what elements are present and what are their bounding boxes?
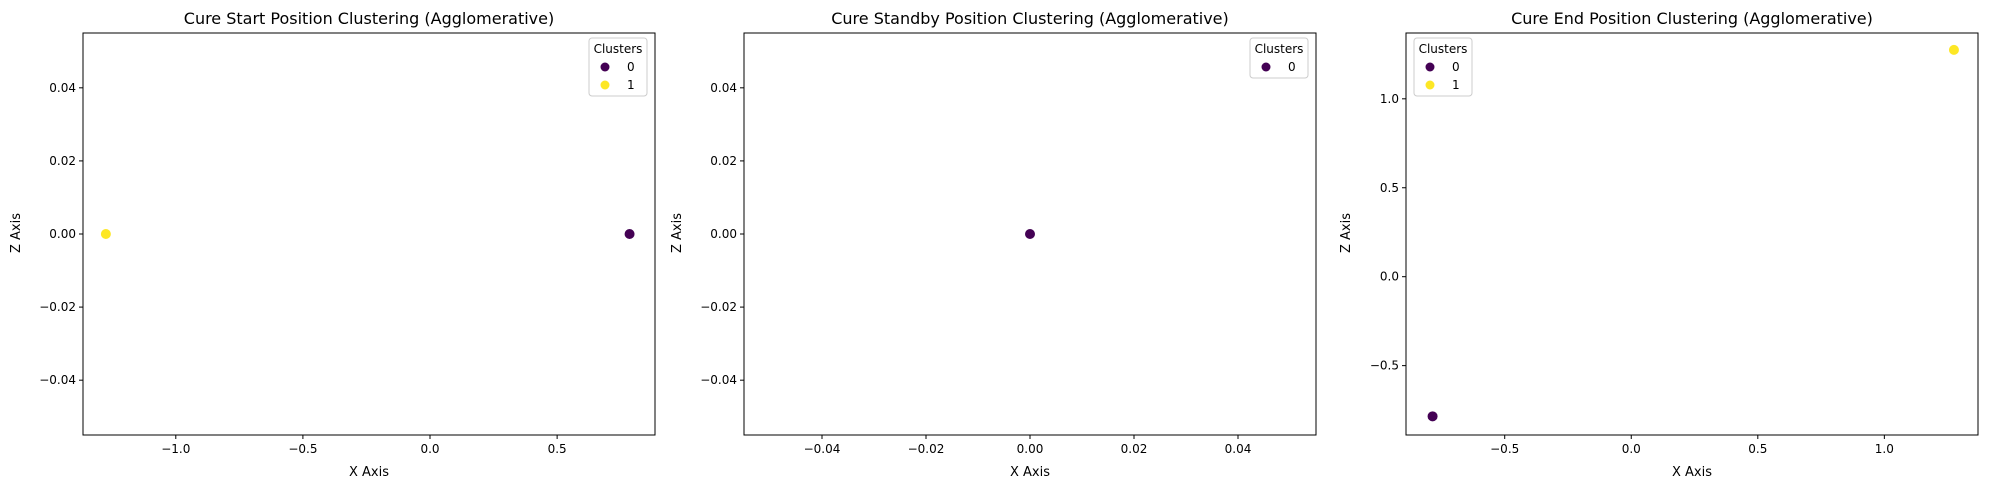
y-tick-label: 0.02 [710, 154, 737, 168]
y-tick-label: −0.5 [1370, 359, 1399, 373]
subplot-cure-end: Cure End Position Clustering (Agglomerat… [1339, 9, 1979, 480]
x-tick-label: −0.5 [288, 442, 317, 456]
y-tick-label: 0.02 [49, 154, 76, 168]
x-tick-label: −0.04 [804, 442, 841, 456]
x-axis-label: X Axis [349, 465, 389, 480]
x-tick-label: −0.02 [908, 442, 945, 456]
x-tick-label: 0.02 [1121, 442, 1148, 456]
y-axis-label: Z Axis [9, 213, 24, 253]
y-tick-label: −0.02 [39, 300, 76, 314]
x-tick-label: −1.0 [161, 442, 190, 456]
y-tick-label: 0.04 [710, 81, 737, 95]
x-tick-label: 0.04 [1225, 442, 1252, 456]
x-tick-label: 0.00 [1017, 442, 1044, 456]
chart-title: Cure Start Position Clustering (Agglomer… [184, 9, 554, 28]
y-tick-label: 0.00 [49, 227, 76, 241]
subplot-cure-standby: Cure Standby Position Clustering (Agglom… [670, 9, 1317, 480]
y-axis-label: Z Axis [1339, 213, 1354, 253]
plot-frame [82, 32, 656, 436]
y-tick-label: −0.04 [700, 373, 737, 387]
y-tick-label: −0.04 [39, 373, 76, 387]
x-tick-label: 0.0 [420, 442, 439, 456]
legend-marker-cluster-0 [1425, 62, 1435, 72]
legend-title: Clusters [594, 42, 643, 56]
legend-entry-label: 1 [627, 78, 635, 92]
legend-entry-label: 0 [1288, 60, 1296, 74]
data-point-cluster-0 [1427, 411, 1438, 422]
data-point-cluster-0 [624, 229, 635, 239]
legend-title: Clusters [1419, 42, 1468, 56]
legend-marker-cluster-0 [600, 62, 610, 72]
x-axis-label: X Axis [1672, 465, 1712, 480]
plot-frame [1405, 32, 1979, 436]
subplot-cure-start: Cure Start Position Clustering (Agglomer… [9, 9, 656, 480]
legend-entry-label: 0 [1452, 60, 1460, 74]
legend-marker-cluster-1 [1425, 80, 1435, 90]
legend-title: Clusters [1255, 42, 1304, 56]
y-tick-label: 0.00 [710, 227, 737, 241]
data-point-cluster-0 [1025, 229, 1035, 239]
legend-entry-label: 0 [627, 60, 635, 74]
x-axis-label: X Axis [1010, 465, 1050, 480]
chart-title: Cure End Position Clustering (Agglomerat… [1511, 9, 1873, 28]
y-tick-label: 0.0 [1380, 270, 1399, 284]
x-tick-label: −0.5 [1490, 442, 1519, 456]
legend-entry-label: 1 [1452, 78, 1460, 92]
data-point-cluster-1 [100, 229, 111, 239]
x-tick-label: 1.0 [1875, 442, 1894, 456]
legend: Clusters 0 1 [588, 37, 648, 97]
y-axis-label: Z Axis [670, 213, 685, 253]
y-tick-label: −0.02 [700, 300, 737, 314]
x-tick-label: 0.0 [1622, 442, 1641, 456]
legend: Clusters 0 1 [1413, 37, 1473, 97]
x-tick-label: 0.5 [548, 442, 567, 456]
y-tick-label: 1.0 [1380, 92, 1399, 106]
legend-marker-cluster-0 [1261, 62, 1271, 72]
y-tick-label: 0.04 [49, 81, 76, 95]
y-tick-label: 0.5 [1380, 181, 1399, 195]
chart-title: Cure Standby Position Clustering (Agglom… [831, 9, 1229, 28]
data-point-cluster-1 [1948, 44, 1959, 55]
legend-marker-cluster-1 [600, 80, 610, 90]
x-tick-label: 0.5 [1748, 442, 1767, 456]
legend: Clusters 0 [1249, 37, 1309, 79]
